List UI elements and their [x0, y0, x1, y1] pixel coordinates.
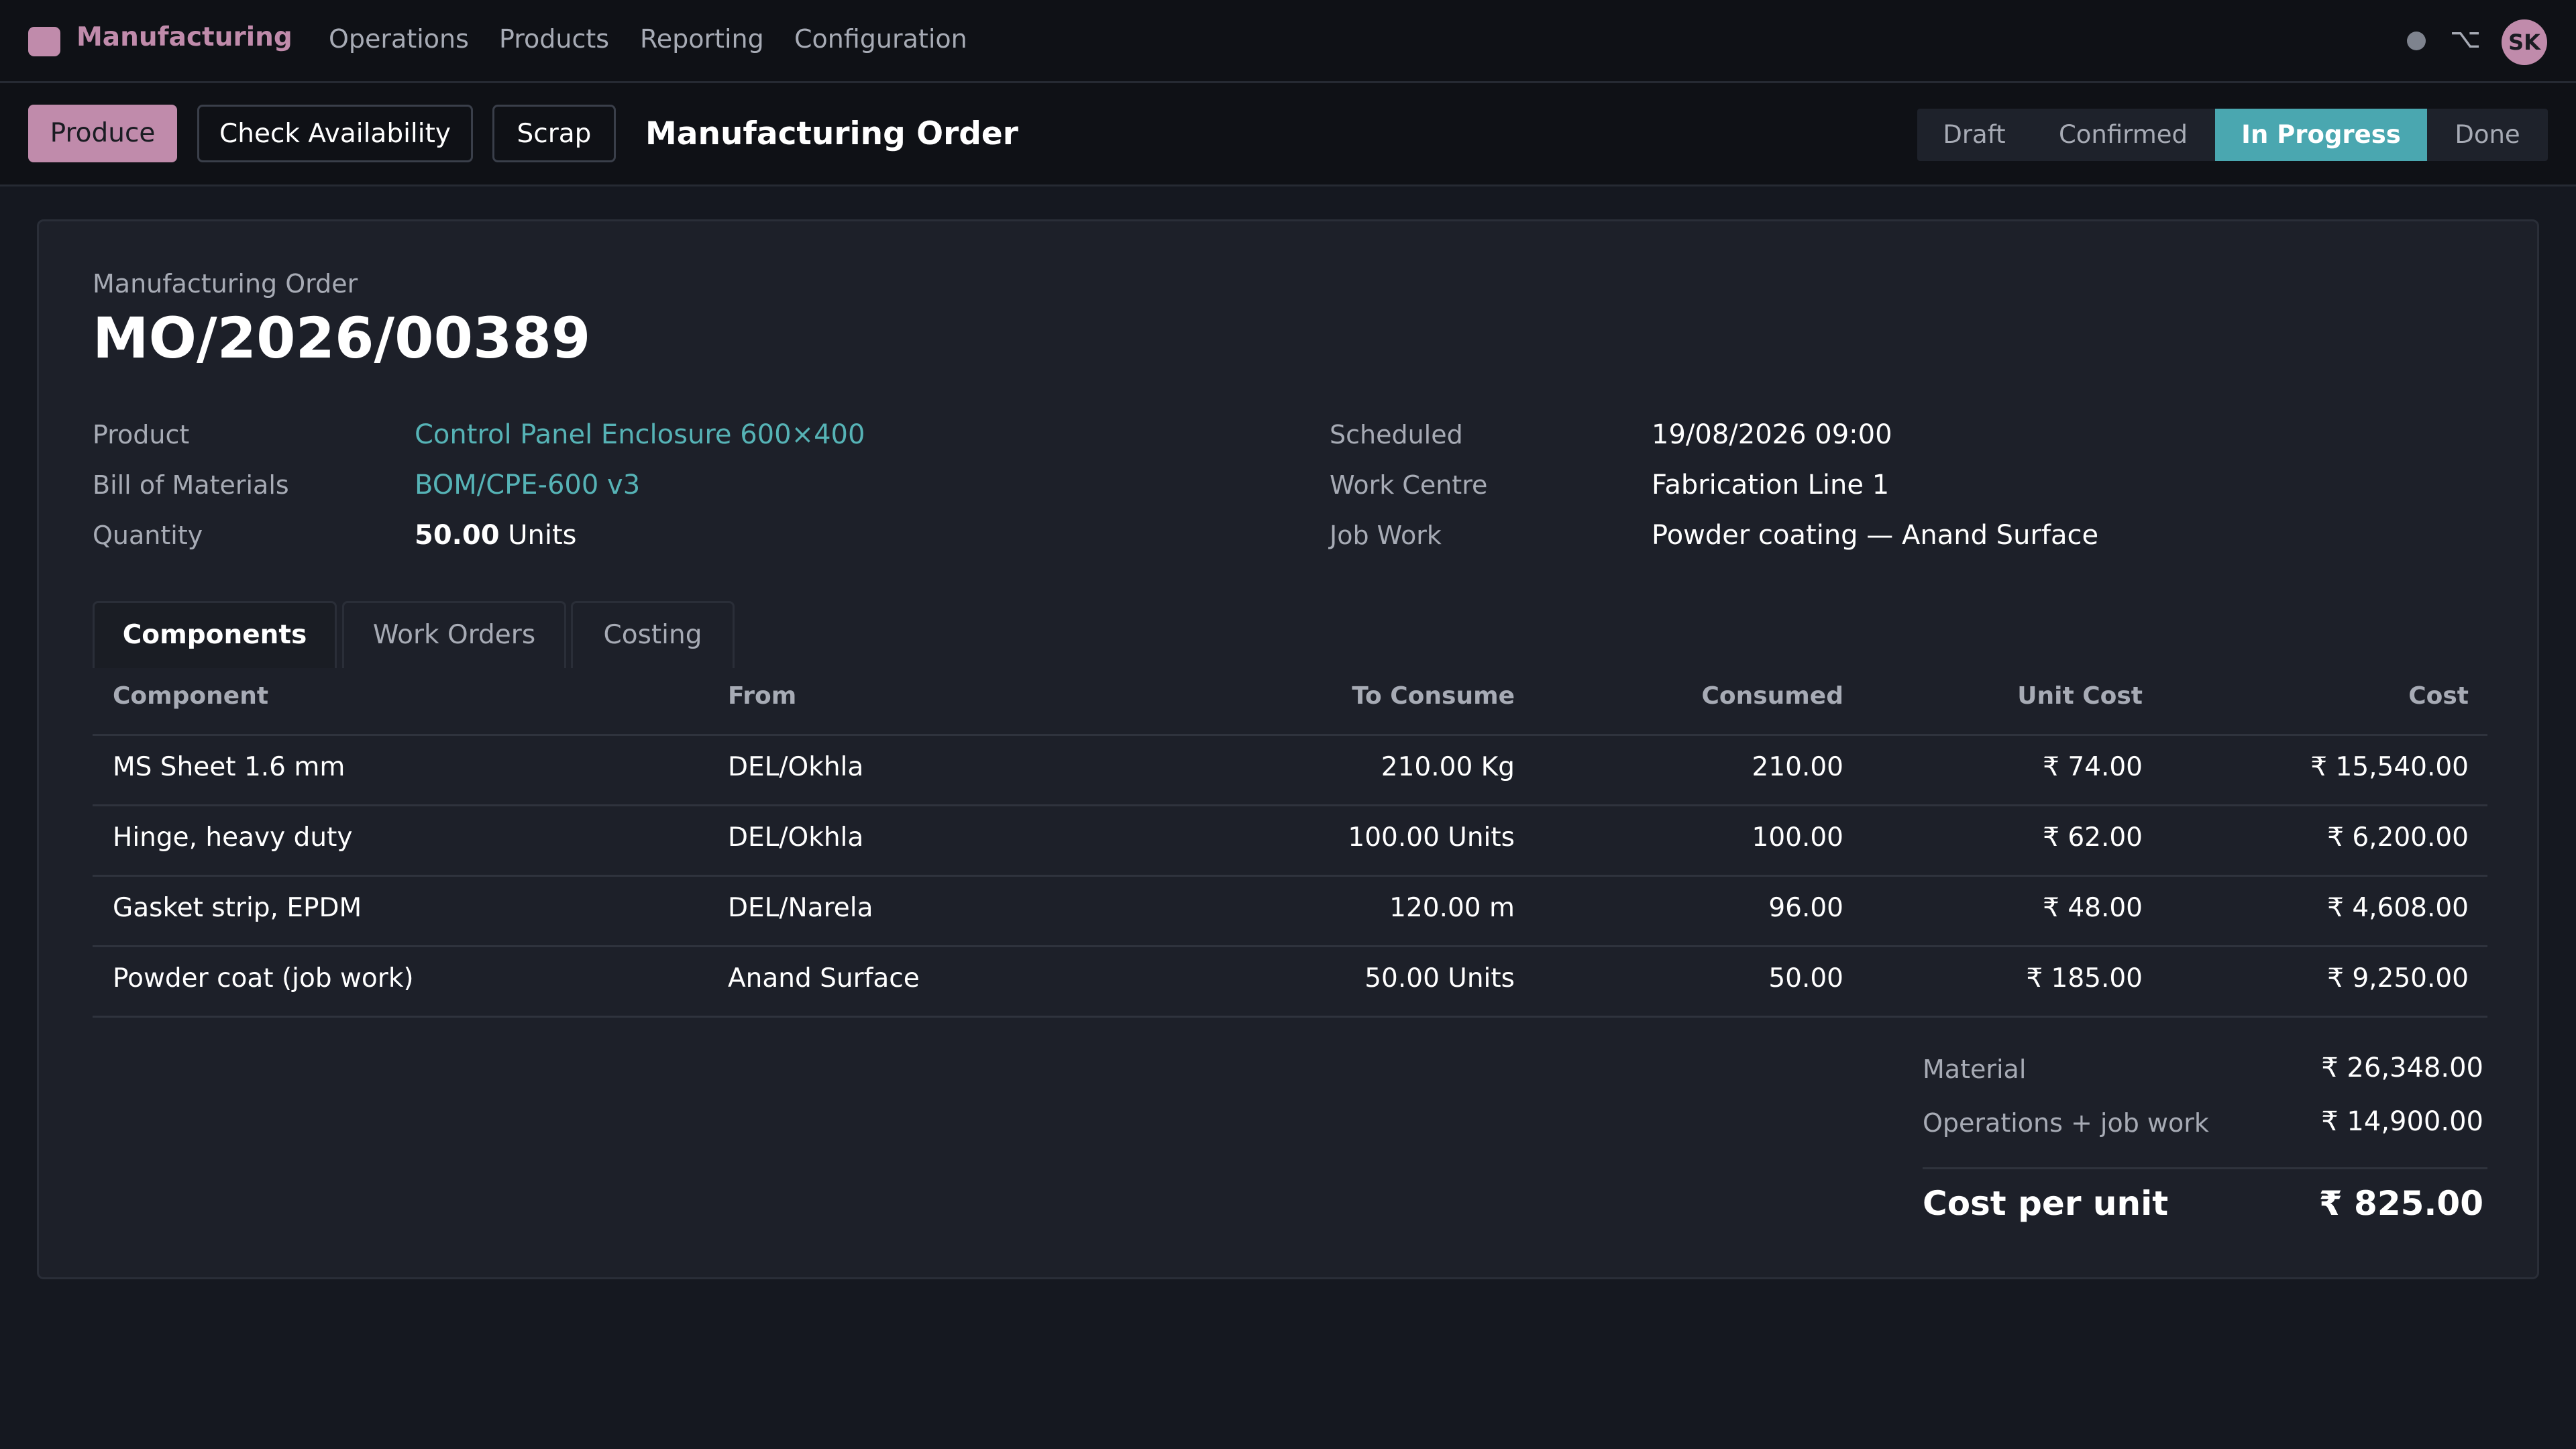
- quantity-amount: 50.00: [415, 520, 500, 551]
- table-divider: [93, 1016, 2487, 1018]
- unit-cost-value: ₹ 62.00: [2043, 822, 2143, 853]
- app-icon[interactable]: [28, 27, 60, 56]
- form-sheet: Manufacturing Order MO/2026/00389 Produc…: [37, 219, 2539, 1279]
- source-location: Anand Surface: [728, 963, 920, 994]
- scheduled-label: Scheduled: [1330, 420, 1463, 449]
- operations-total-label: Operations + job work: [1923, 1108, 2209, 1138]
- unit-cost-value: ₹ 48.00: [2043, 893, 2143, 923]
- cost-value: ₹ 9,250.00: [2327, 963, 2469, 994]
- quantity-label: Quantity: [93, 521, 203, 550]
- document-type-label: Manufacturing Order: [93, 269, 358, 299]
- quantity-unit: Units: [508, 520, 577, 551]
- consumed-value[interactable]: 210.00: [1752, 752, 1843, 782]
- cost-value: ₹ 4,608.00: [2327, 893, 2469, 923]
- unit-cost-value: ₹ 185.00: [2026, 963, 2143, 994]
- column-header-cost[interactable]: Cost: [2408, 682, 2469, 710]
- menu-operations[interactable]: Operations: [329, 24, 469, 54]
- column-header-component[interactable]: Component: [113, 682, 269, 710]
- totals-divider: [1923, 1167, 2487, 1169]
- scheduled-date-field[interactable]: 19/08/2026 09:00: [1652, 419, 1892, 450]
- column-header-consumed[interactable]: Consumed: [1701, 682, 1843, 710]
- cost-value: ₹ 15,540.00: [2310, 752, 2469, 782]
- to-consume-value: 50.00 Units: [1364, 963, 1515, 994]
- product-link[interactable]: Control Panel Enclosure 600×400: [415, 419, 865, 450]
- to-consume-value: 210.00 Kg: [1381, 752, 1515, 782]
- source-location: DEL/Okhla: [728, 822, 864, 853]
- bom-label: Bill of Materials: [93, 470, 289, 500]
- table-divider: [93, 875, 2487, 877]
- stage-draft[interactable]: Draft: [1943, 120, 2006, 149]
- menu-reporting[interactable]: Reporting: [640, 24, 764, 54]
- consumed-value[interactable]: 100.00: [1752, 822, 1843, 853]
- user-avatar[interactable]: SK: [2502, 19, 2547, 65]
- control-panel: Produce Check Availability Scrap Manufac…: [0, 83, 2576, 186]
- work-centre-label: Work Centre: [1330, 470, 1488, 500]
- source-location: DEL/Okhla: [728, 752, 864, 782]
- breadcrumb-title: Manufacturing Order: [645, 115, 1018, 152]
- table-divider: [93, 804, 2487, 806]
- operations-total-value: ₹ 14,900.00: [2321, 1106, 2483, 1137]
- unit-cost-value: ₹ 74.00: [2043, 752, 2143, 782]
- scrap-button[interactable]: Scrap: [492, 105, 616, 162]
- table-divider: [93, 734, 2487, 736]
- tab-costing[interactable]: Costing: [571, 601, 735, 668]
- to-consume-value: 120.00 m: [1389, 893, 1515, 923]
- menu-products[interactable]: Products: [499, 24, 610, 54]
- job-work-field[interactable]: Powder coating — Anand Surface: [1652, 520, 2099, 551]
- cost-per-unit-value: ₹ 825.00: [2318, 1184, 2483, 1223]
- source-location: DEL/Narela: [728, 893, 873, 923]
- debug-icon[interactable]: ⌥: [2450, 23, 2481, 54]
- table-divider: [93, 945, 2487, 947]
- work-centre-field[interactable]: Fabrication Line 1: [1652, 470, 1890, 500]
- stage-done[interactable]: Done: [2455, 120, 2520, 149]
- status-stages: Draft Confirmed In Progress Done: [1917, 109, 2548, 161]
- component-link[interactable]: MS Sheet 1.6 mm: [113, 752, 345, 782]
- order-number: MO/2026/00389: [93, 305, 591, 371]
- cost-per-unit-label: Cost per unit: [1923, 1184, 2169, 1223]
- quantity-field[interactable]: 50.00 Units: [415, 518, 577, 553]
- to-consume-value: 100.00 Units: [1348, 822, 1515, 853]
- column-header-unit-cost[interactable]: Unit Cost: [2017, 682, 2143, 710]
- produce-button[interactable]: Produce: [28, 105, 177, 162]
- check-availability-button[interactable]: Check Availability: [197, 105, 473, 162]
- material-total-value: ₹ 26,348.00: [2321, 1053, 2483, 1083]
- menu-configuration[interactable]: Configuration: [794, 24, 967, 54]
- stage-in-progress[interactable]: In Progress: [2215, 109, 2427, 161]
- component-link[interactable]: Powder coat (job work): [113, 963, 414, 994]
- component-link[interactable]: Gasket strip, EPDM: [113, 893, 362, 923]
- column-header-to-consume[interactable]: To Consume: [1352, 682, 1515, 710]
- top-navbar: Manufacturing Operations Products Report…: [0, 0, 2576, 83]
- cost-value: ₹ 6,200.00: [2327, 822, 2469, 853]
- material-total-label: Material: [1923, 1055, 2027, 1084]
- app-name[interactable]: Manufacturing: [76, 22, 292, 52]
- consumed-value[interactable]: 50.00: [1768, 963, 1843, 994]
- job-work-label: Job Work: [1330, 521, 1442, 550]
- column-header-from[interactable]: From: [728, 682, 797, 710]
- consumed-value[interactable]: 96.00: [1768, 893, 1843, 923]
- product-label: Product: [93, 420, 190, 449]
- stage-confirmed[interactable]: Confirmed: [2058, 120, 2188, 149]
- bom-link[interactable]: BOM/CPE-600 v3: [415, 470, 641, 500]
- status-dot-icon[interactable]: [2407, 32, 2426, 50]
- component-link[interactable]: Hinge, heavy duty: [113, 822, 353, 853]
- tab-work-orders[interactable]: Work Orders: [342, 601, 566, 668]
- tab-components[interactable]: Components: [93, 601, 337, 668]
